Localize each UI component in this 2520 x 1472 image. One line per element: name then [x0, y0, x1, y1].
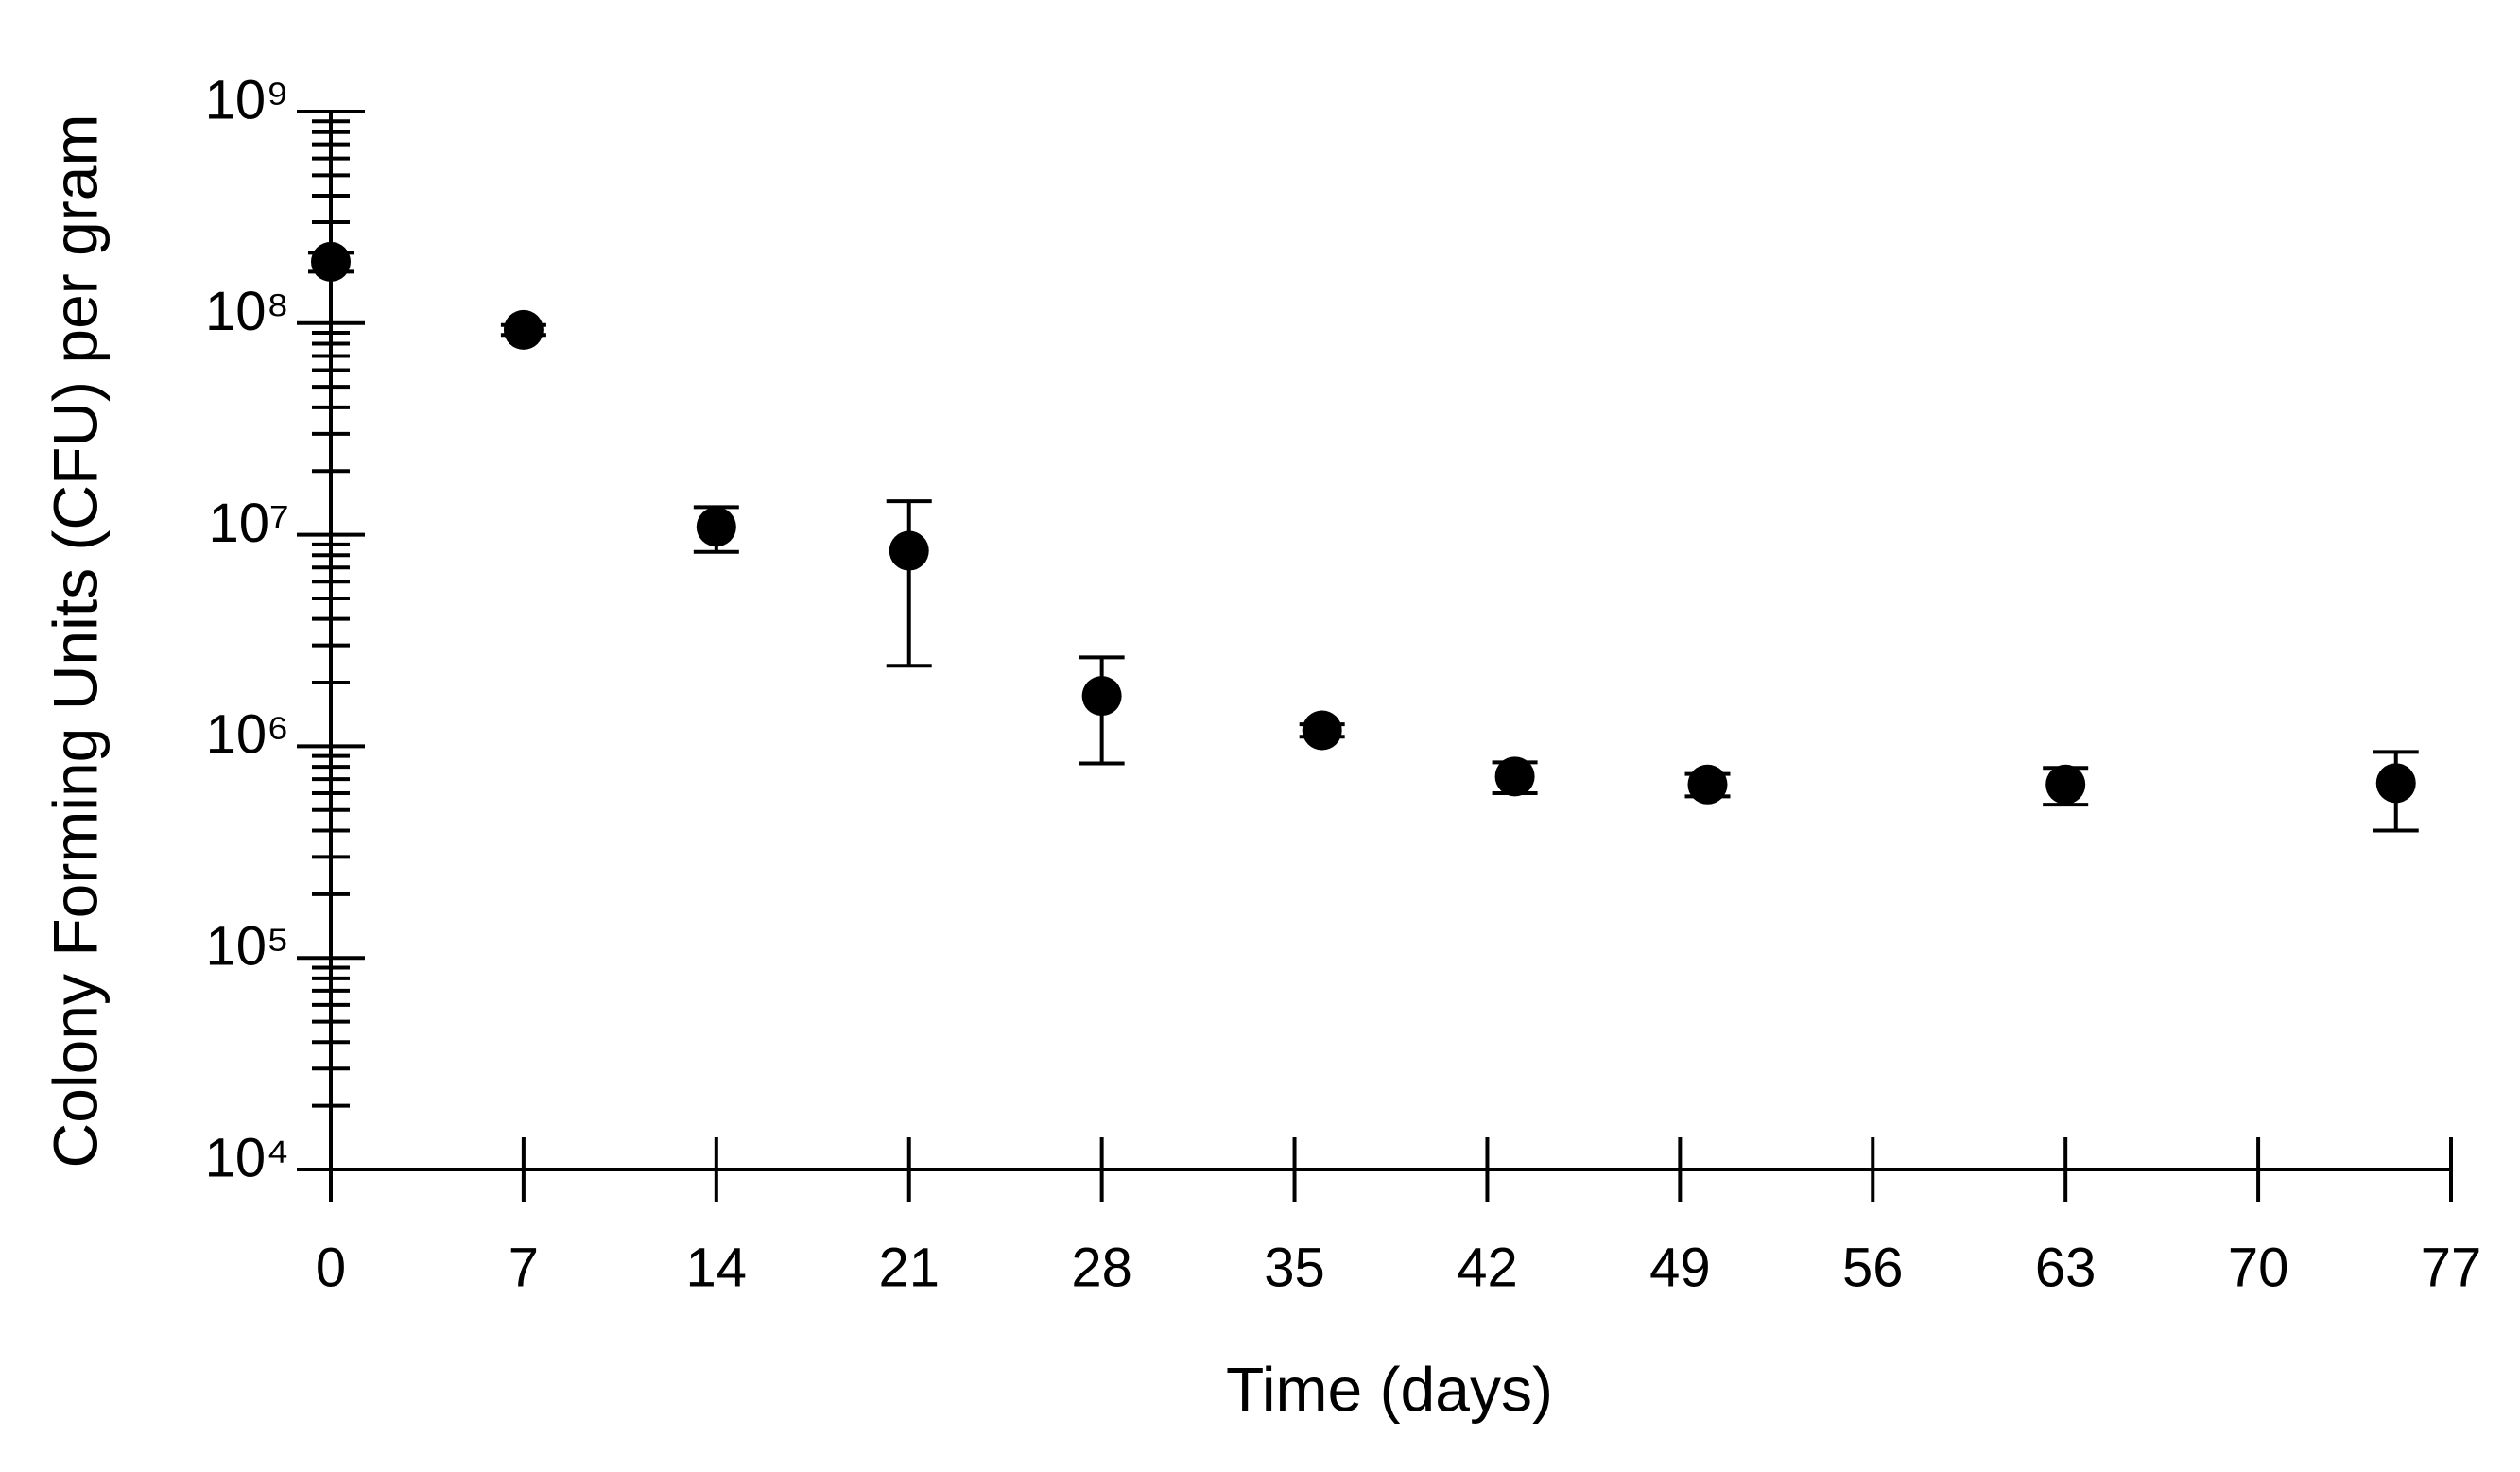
- y-tick-label: 10⁹: [205, 69, 289, 130]
- marker: [1687, 764, 1728, 805]
- marker: [1302, 710, 1342, 751]
- x-tick-label: 7: [509, 1237, 539, 1298]
- marker: [1494, 756, 1535, 797]
- x-tick-label: 42: [1457, 1237, 1518, 1298]
- y-tick-label: 10⁵: [205, 916, 289, 978]
- x-tick-label: 35: [1264, 1237, 1325, 1298]
- x-axis-title: Time (days): [1226, 1354, 1553, 1424]
- x-tick-label: 21: [878, 1237, 940, 1298]
- marker: [2045, 764, 2086, 805]
- marker: [696, 507, 736, 547]
- marker: [2375, 763, 2416, 804]
- y-tick-label: 10⁷: [209, 493, 290, 554]
- x-tick-label: 63: [2035, 1237, 2097, 1298]
- x-tick-label: 70: [2228, 1237, 2289, 1298]
- y-tick-label: 10⁶: [206, 704, 289, 766]
- x-tick-label: 77: [2421, 1237, 2482, 1298]
- marker: [889, 530, 929, 571]
- x-tick-label: 14: [686, 1237, 748, 1298]
- marker: [503, 309, 544, 350]
- y-tick-label: 10⁴: [205, 1127, 289, 1188]
- y-tick-label: 10⁸: [205, 281, 289, 342]
- marker: [311, 241, 351, 282]
- x-tick-label: 56: [1842, 1237, 1904, 1298]
- marker: [1081, 676, 1122, 717]
- x-tick-label: 28: [1071, 1237, 1132, 1298]
- x-tick-label: 0: [316, 1237, 346, 1298]
- error-bar: [886, 499, 932, 668]
- y-axis-title: Colony Forming Units (CFU) per gram: [40, 114, 110, 1169]
- x-tick-label: 49: [1649, 1237, 1711, 1298]
